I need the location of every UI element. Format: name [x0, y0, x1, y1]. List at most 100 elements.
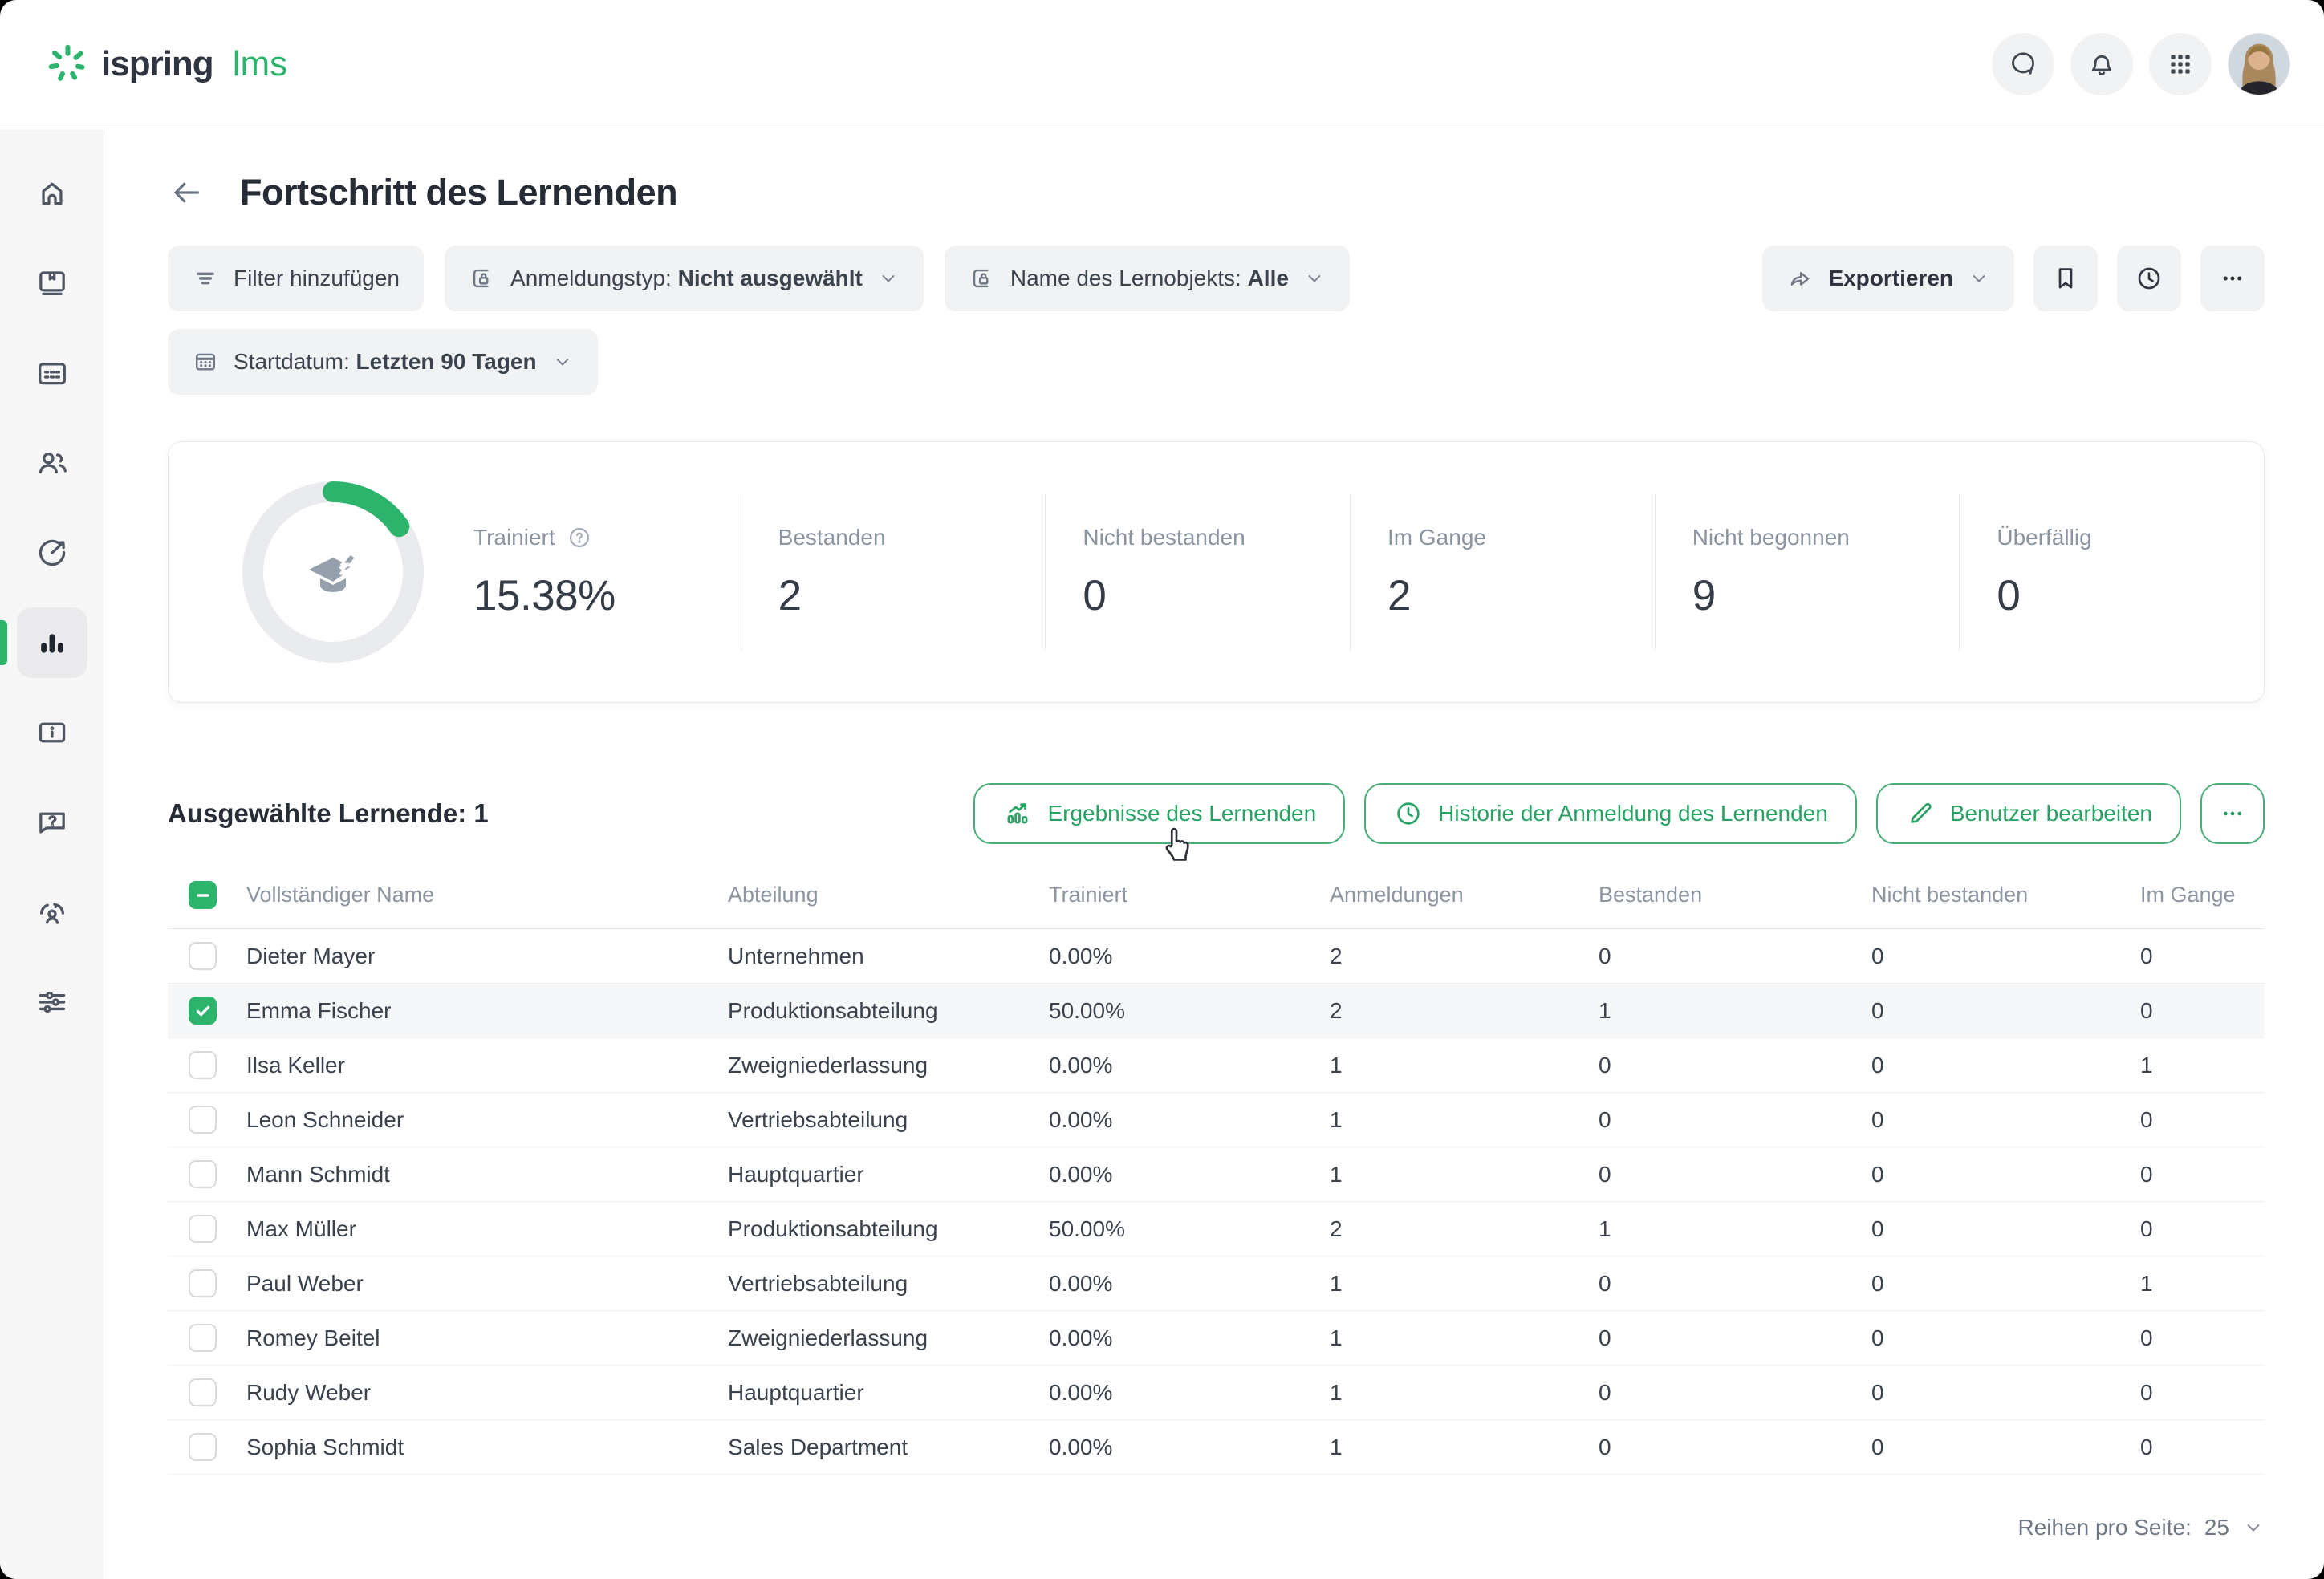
avatar[interactable] [2228, 33, 2290, 95]
cell-enrollments: 1 [1330, 1325, 1599, 1351]
cell-enrollments: 1 [1330, 1380, 1599, 1406]
stat-value: 0 [1083, 571, 1350, 620]
apps-button[interactable] [2149, 33, 2212, 95]
col-in-progress[interactable]: Im Gange [2140, 883, 2265, 907]
sidebar-item-conference[interactable] [17, 877, 87, 948]
row-checkbox[interactable] [189, 1269, 217, 1297]
table-row[interactable]: Leon Schneider Vertriebsabteilung 0.00% … [168, 1093, 2265, 1147]
cell-trained: 0.00% [1049, 1107, 1330, 1133]
sidebar-item-feedback[interactable] [17, 787, 87, 858]
learner-results-button[interactable]: Ergebnisse des Lernenden [973, 783, 1345, 844]
row-checkbox[interactable] [189, 942, 217, 970]
enrollment-history-label: Historie der Anmeldung des Lernenden [1438, 801, 1828, 826]
rows-per-page-value: 25 [2204, 1515, 2229, 1540]
stats-row: Trainiert 15.38% Bestanden 2 Nicht besta… [473, 493, 2264, 651]
col-enrollments[interactable]: Anmeldungen [1330, 883, 1599, 907]
sidebar-item-info[interactable] [17, 697, 87, 768]
row-checkbox[interactable] [189, 1051, 217, 1079]
stat-value: 2 [1387, 571, 1655, 620]
cell-trained: 0.00% [1049, 944, 1330, 969]
stat-im-gange: Im Gange 2 [1350, 493, 1655, 651]
select-all-checkbox[interactable] [189, 881, 217, 909]
rows-per-page[interactable]: Reihen pro Seite: 25 [2017, 1515, 2265, 1540]
col-failed[interactable]: Nicht bestanden [1871, 883, 2140, 907]
cell-name: Leon Schneider [246, 1107, 728, 1133]
stat-value: 9 [1692, 571, 1960, 620]
table-row[interactable]: Emma Fischer Produktionsabteilung 50.00%… [168, 984, 2265, 1038]
add-filter-button[interactable]: Filter hinzufügen [168, 246, 424, 311]
cell-failed: 0 [1871, 998, 2140, 1024]
bookmark-button[interactable] [2034, 246, 2098, 311]
edit-user-button[interactable]: Benutzer bearbeiten [1876, 783, 2181, 844]
export-button[interactable]: Exportieren [1762, 246, 2014, 311]
sidebar-item-users[interactable] [17, 428, 87, 498]
stat-nicht-bestanden: Nicht bestanden 0 [1045, 493, 1350, 651]
stat-value: 0 [1997, 571, 2264, 620]
table-row[interactable]: Mann Schmidt Hauptquartier 0.00% 1 0 0 0 [168, 1147, 2265, 1202]
stat-label: Im Gange [1387, 525, 1486, 550]
help-icon[interactable] [567, 525, 592, 550]
row-checkbox[interactable] [189, 1160, 217, 1188]
learner-results-label: Ergebnisse des Lernenden [1047, 801, 1316, 826]
table-row[interactable]: Rudy Weber Hauptquartier 0.00% 1 0 0 0 [168, 1366, 2265, 1420]
back-button[interactable] [168, 174, 205, 211]
cell-trained: 0.00% [1049, 1053, 1330, 1078]
sidebar-item-courses[interactable] [17, 248, 87, 319]
cell-name: Emma Fischer [246, 998, 728, 1024]
more-actions-button[interactable] [2200, 783, 2265, 844]
table-row[interactable]: Paul Weber Vertriebsabteilung 0.00% 1 0 … [168, 1256, 2265, 1311]
history-button[interactable] [2117, 246, 2181, 311]
object-name-filter[interactable]: Name des Lernobjekts: Alle [945, 246, 1350, 311]
cell-enrollments: 1 [1330, 1435, 1599, 1460]
row-checkbox[interactable] [189, 1215, 217, 1243]
chat-icon [2007, 48, 2039, 80]
enrollment-history-button[interactable]: Historie der Anmeldung des Lernenden [1364, 783, 1857, 844]
col-dept[interactable]: Abteilung [728, 883, 1049, 907]
row-checkbox[interactable] [189, 1106, 217, 1134]
row-checkbox[interactable] [189, 1378, 217, 1406]
notifications-button[interactable] [2070, 33, 2133, 95]
filter-bar: Filter hinzufügen Anmeldungstyp: Nicht a… [168, 246, 2265, 311]
lock-filter-icon [469, 265, 496, 292]
bar-chart-icon [34, 624, 71, 661]
users-icon [34, 444, 71, 481]
sidebar-item-settings[interactable] [17, 967, 87, 1037]
enrollment-type-filter[interactable]: Anmeldungstyp: Nicht ausgewählt [445, 246, 924, 311]
col-passed[interactable]: Bestanden [1599, 883, 1871, 907]
cell-enrollments: 2 [1330, 998, 1599, 1024]
cell-department: Produktionsabteilung [728, 998, 1049, 1024]
stat-label: Nicht begonnen [1692, 525, 1850, 550]
stat-nicht-begonnen: Nicht begonnen 9 [1655, 493, 1960, 651]
topbar: ispringlms [0, 0, 2324, 128]
bell-icon [2086, 48, 2118, 80]
table-row[interactable]: Romey Beitel Zweigniederlassung 0.00% 1 … [168, 1311, 2265, 1366]
col-name[interactable]: Vollständiger Name [246, 883, 728, 907]
more-options-button[interactable] [2200, 246, 2265, 311]
start-date-filter[interactable]: Startdatum: Letzten 90 Tagen [168, 329, 598, 395]
messages-button[interactable] [1992, 33, 2054, 95]
sidebar-item-reports[interactable] [17, 607, 87, 678]
pagination: Reihen pro Seite: 25 [168, 1504, 2265, 1552]
cell-department: Zweigniederlassung [728, 1325, 1049, 1351]
sidebar-item-calendar[interactable] [17, 338, 87, 408]
stat-value: 15.38% [473, 571, 741, 620]
logo[interactable]: ispringlms [45, 42, 287, 87]
training-donut-chart [242, 481, 424, 663]
table-row[interactable]: Sophia Schmidt Sales Department 0.00% 1 … [168, 1420, 2265, 1475]
table-row[interactable]: Ilsa Keller Zweigniederlassung 0.00% 1 0… [168, 1038, 2265, 1093]
cell-name: Rudy Weber [246, 1380, 728, 1406]
cell-department: Vertriebsabteilung [728, 1107, 1049, 1133]
book-icon [34, 265, 71, 302]
object-name-label: Name des Lernobjekts: [1010, 266, 1241, 290]
object-name-value: Alle [1248, 266, 1289, 290]
cell-in-progress: 0 [2140, 1216, 2265, 1242]
table-row[interactable]: Dieter Mayer Unternehmen 0.00% 2 0 0 0 [168, 929, 2265, 984]
row-checkbox[interactable] [189, 1324, 217, 1352]
table-row[interactable]: Max Müller Produktionsabteilung 50.00% 2… [168, 1202, 2265, 1256]
row-checkbox[interactable] [189, 1433, 217, 1461]
col-trained[interactable]: Trainiert [1049, 883, 1330, 907]
row-checkbox[interactable] [189, 997, 217, 1025]
sidebar-item-goals[interactable] [17, 518, 87, 588]
cell-failed: 0 [1871, 1216, 2140, 1242]
sidebar-item-home[interactable] [17, 158, 87, 229]
